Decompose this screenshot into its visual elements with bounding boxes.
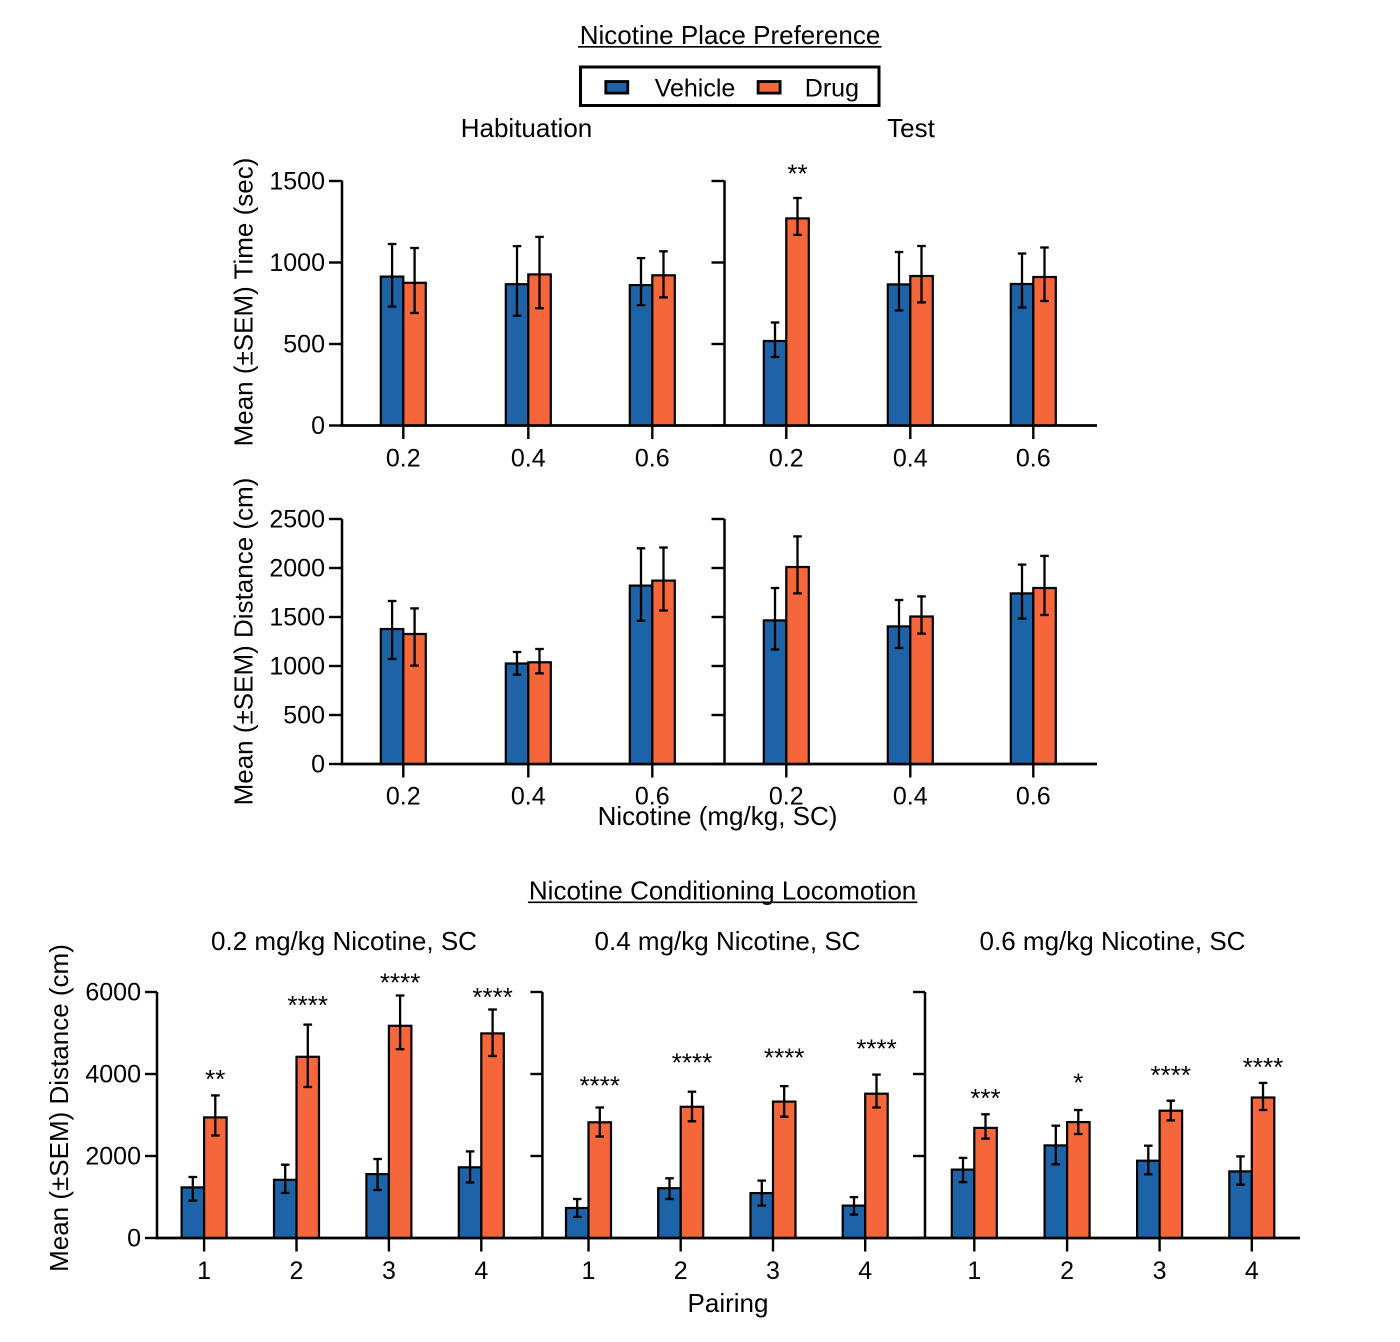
svg-text:0.6: 0.6 [1016, 445, 1051, 473]
svg-text:****: **** [1243, 1052, 1283, 1082]
svg-text:3: 3 [382, 1257, 396, 1285]
svg-text:500: 500 [283, 702, 325, 730]
svg-text:0.6 mg/kg Nicotine, SC: 0.6 mg/kg Nicotine, SC [980, 926, 1246, 956]
svg-text:Nicotine (mg/kg, SC): Nicotine (mg/kg, SC) [598, 801, 838, 831]
svg-text:Mean (±SEM) Time (sec): Mean (±SEM) Time (sec) [229, 158, 259, 447]
svg-text:Pairing: Pairing [688, 1288, 769, 1318]
svg-text:Nicotine Conditioning Locomoti: Nicotine Conditioning Locomotion [529, 875, 916, 905]
svg-text:2500: 2500 [269, 506, 325, 534]
svg-text:0.2 mg/kg Nicotine, SC: 0.2 mg/kg Nicotine, SC [211, 926, 477, 956]
svg-text:***: *** [970, 1083, 1000, 1113]
svg-text:1000: 1000 [269, 653, 325, 681]
svg-text:****: **** [380, 968, 420, 998]
svg-text:Test: Test [887, 113, 935, 143]
svg-text:2: 2 [674, 1257, 688, 1285]
svg-text:0.2: 0.2 [386, 783, 421, 811]
svg-text:6000: 6000 [85, 979, 141, 1007]
svg-text:0: 0 [311, 412, 325, 440]
svg-text:0: 0 [311, 751, 325, 779]
svg-text:Mean (±SEM) Distance (cm): Mean (±SEM) Distance (cm) [229, 478, 259, 806]
svg-text:0.4: 0.4 [893, 445, 928, 473]
svg-text:0.4: 0.4 [511, 783, 546, 811]
svg-text:4: 4 [858, 1257, 872, 1285]
svg-text:Drug: Drug [805, 74, 859, 102]
svg-text:2: 2 [290, 1257, 304, 1285]
svg-text:0.4 mg/kg Nicotine, SC: 0.4 mg/kg Nicotine, SC [595, 926, 861, 956]
svg-text:**: ** [787, 159, 807, 189]
svg-text:4: 4 [1245, 1257, 1259, 1285]
svg-text:****: **** [288, 990, 328, 1020]
svg-text:****: **** [1151, 1060, 1191, 1090]
svg-text:0.6: 0.6 [635, 783, 670, 811]
svg-text:2000: 2000 [85, 1143, 141, 1171]
svg-text:Vehicle: Vehicle [655, 74, 736, 102]
svg-text:0.6: 0.6 [635, 445, 670, 473]
svg-text:1000: 1000 [269, 249, 325, 277]
svg-text:1500: 1500 [269, 604, 325, 632]
svg-text:0.2: 0.2 [769, 783, 804, 811]
svg-text:500: 500 [283, 331, 325, 359]
svg-text:1500: 1500 [269, 168, 325, 196]
svg-text:0: 0 [127, 1225, 141, 1253]
svg-text:****: **** [672, 1048, 712, 1078]
svg-text:****: **** [580, 1071, 620, 1101]
svg-text:****: **** [856, 1034, 896, 1064]
svg-text:Habituation: Habituation [461, 113, 593, 143]
svg-text:3: 3 [1153, 1257, 1167, 1285]
svg-text:4000: 4000 [85, 1061, 141, 1089]
svg-text:**: ** [205, 1064, 225, 1094]
svg-text:1: 1 [197, 1257, 211, 1285]
svg-text:0.6: 0.6 [1016, 783, 1051, 811]
svg-text:2: 2 [1060, 1257, 1074, 1285]
svg-text:Nicotine Place Preference: Nicotine Place Preference [580, 20, 881, 50]
svg-text:Mean (±SEM) Distance (cm): Mean (±SEM) Distance (cm) [44, 944, 74, 1272]
svg-text:1: 1 [967, 1257, 981, 1285]
svg-text:0.4: 0.4 [511, 445, 546, 473]
svg-text:****: **** [764, 1042, 804, 1072]
svg-text:2000: 2000 [269, 555, 325, 583]
svg-text:0.2: 0.2 [769, 445, 804, 473]
svg-text:0.2: 0.2 [386, 445, 421, 473]
svg-text:*: * [1073, 1068, 1083, 1098]
svg-text:****: **** [472, 982, 512, 1012]
svg-text:3: 3 [766, 1257, 780, 1285]
svg-text:0.4: 0.4 [893, 783, 928, 811]
svg-text:4: 4 [474, 1257, 488, 1285]
svg-text:1: 1 [582, 1257, 596, 1285]
